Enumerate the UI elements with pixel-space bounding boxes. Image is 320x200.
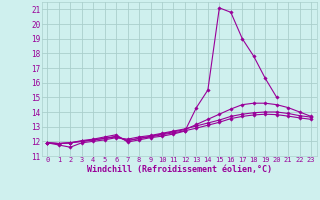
- X-axis label: Windchill (Refroidissement éolien,°C): Windchill (Refroidissement éolien,°C): [87, 165, 272, 174]
